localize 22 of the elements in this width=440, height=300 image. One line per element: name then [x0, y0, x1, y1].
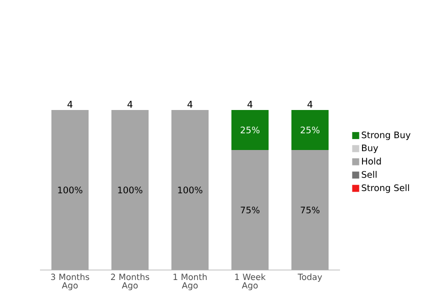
data-label: 100%: [178, 186, 202, 194]
data-label: 100%: [118, 186, 142, 194]
x-tick-label: Today: [298, 274, 322, 282]
data-label: 100%: [58, 186, 82, 194]
data-label: 25%: [300, 126, 320, 134]
data-label: 75%: [240, 206, 260, 214]
data-label: 25%: [240, 126, 260, 134]
annotation: 4: [307, 100, 312, 108]
annotation: 4: [67, 100, 72, 108]
annotation: 4: [187, 100, 192, 108]
x-tick-label: 2 Months Ago: [111, 274, 150, 290]
legend-label: Sell: [362, 170, 377, 178]
x-tick-label: 1 Week Ago: [235, 274, 266, 290]
legend-label: Strong Sell: [362, 184, 409, 193]
legend-label: Strong Buy: [362, 131, 410, 140]
legend-label: Buy: [362, 144, 378, 154]
annotation: 4: [127, 100, 132, 108]
x-tick-label: 3 Months Ago: [51, 274, 90, 290]
data-label: 75%: [300, 206, 320, 214]
legend-label: Hold: [362, 158, 381, 165]
annotation: 4: [247, 100, 252, 108]
x-tick-label: 1 Month Ago: [174, 274, 207, 290]
